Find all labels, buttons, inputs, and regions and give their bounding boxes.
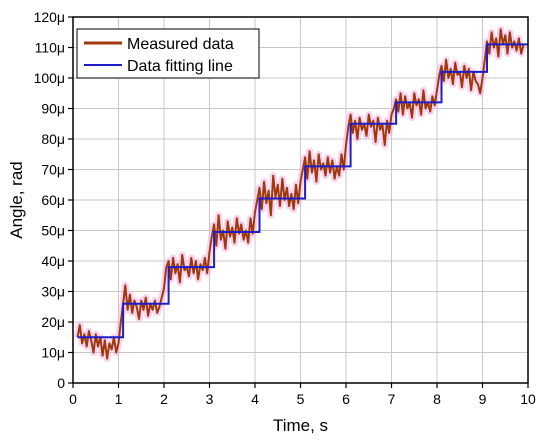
- y-tick-label: 110μ: [35, 40, 65, 56]
- measured-data-line: [76, 28, 525, 360]
- x-tick-label: 1: [115, 391, 123, 407]
- y-axis-title: Angle, rad: [7, 161, 26, 239]
- y-tick-label: 90μ: [41, 101, 65, 117]
- x-tick-label: 4: [251, 391, 259, 407]
- x-tick-label: 0: [69, 391, 77, 407]
- y-tick-label: 10μ: [41, 345, 65, 361]
- y-tick-label: 100μ: [34, 70, 65, 86]
- y-tick-label: 80μ: [41, 131, 65, 147]
- x-tick-label: 5: [297, 391, 305, 407]
- legend-label-data-fitting-line: Data fitting line: [127, 58, 233, 75]
- y-tick-label: 50μ: [41, 223, 65, 239]
- y-tick-label: 30μ: [41, 284, 65, 300]
- x-tick-label: 7: [388, 391, 396, 407]
- series-layer: [74, 25, 528, 363]
- y-tick-label: 70μ: [41, 162, 65, 178]
- x-tick-label: 8: [433, 391, 441, 407]
- legend: Measured data Data fitting line: [76, 28, 260, 79]
- y-tick-label: 20μ: [41, 314, 65, 330]
- legend-label-measured-data: Measured data: [127, 36, 234, 53]
- y-tick-label: 60μ: [41, 192, 65, 208]
- y-tick-label: 0: [57, 375, 65, 391]
- x-tick-label: 3: [206, 391, 214, 407]
- data-fitting-step-line: [77, 43, 528, 339]
- y-tick-label: 40μ: [41, 253, 65, 269]
- x-axis-title: Time, s: [273, 416, 328, 435]
- y-tick-label: 120μ: [34, 9, 65, 25]
- x-tick-label: 9: [479, 391, 487, 407]
- x-tick-label: 6: [342, 391, 350, 407]
- x-tick-label: 10: [520, 391, 536, 407]
- legend-box: [76, 28, 260, 79]
- ticks: 0 1 2 3 4 5 6 7 8 9 10 0 10μ 20μ 30μ 40μ 50μ 60μ 70μ 80μ 90μ…: [34, 9, 536, 407]
- x-tick-label: 2: [160, 391, 168, 407]
